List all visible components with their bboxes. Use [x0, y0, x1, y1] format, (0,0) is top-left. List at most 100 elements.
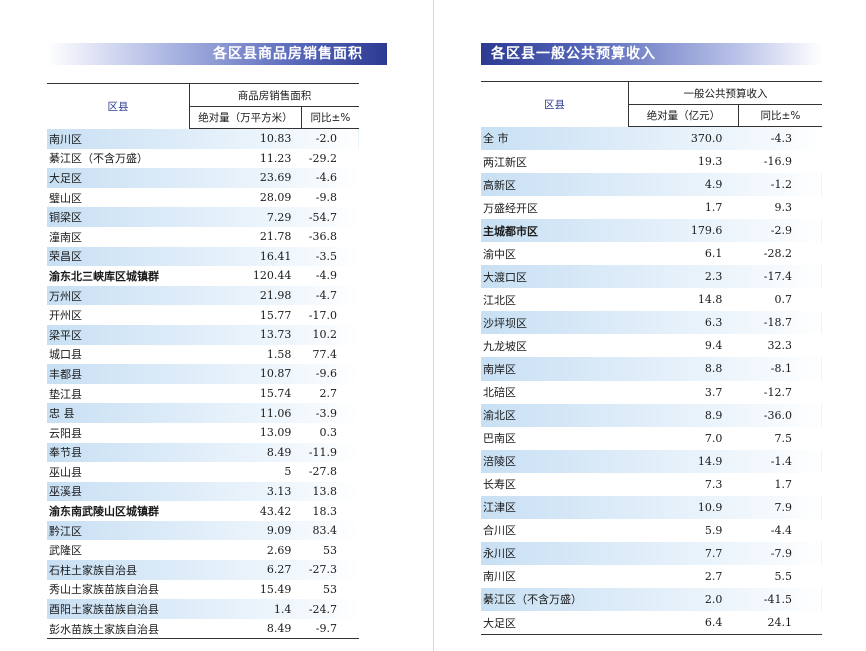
table-row: 万州区 21.98 -4.7 — [47, 285, 359, 306]
region-cell: 巫山县 — [49, 465, 82, 479]
region-cell: 忠 县 — [49, 407, 75, 421]
value-cell: 16.41 — [259, 249, 292, 263]
yoy-cell: -9.6 — [315, 367, 337, 381]
yoy-cell: -4.6 — [315, 171, 337, 185]
table-row: 巫山县 5 -27.8 — [47, 462, 359, 482]
region-cell: 高新区 — [483, 178, 516, 192]
value-cell: 15.49 — [259, 582, 292, 596]
region-cell: 丰都县 — [49, 367, 82, 381]
yoy-cell: -8.1 — [770, 362, 792, 376]
yoy-cell: -1.2 — [770, 178, 792, 192]
value-cell: 4.9 — [704, 178, 723, 192]
yoy-cell: -3.9 — [315, 406, 337, 420]
yoy-cell: -41.5 — [763, 592, 792, 606]
yoy-cell: -4.3 — [770, 132, 792, 146]
region-cell: 潼南区 — [49, 230, 82, 244]
region-cell: 主城都市区 — [483, 224, 538, 238]
yoy-cell: -18.7 — [763, 316, 792, 330]
table-row: 潼南区 21.78 -36.8 — [47, 227, 359, 247]
value-cell: 370.0 — [690, 132, 723, 146]
yoy-cell: -36.8 — [308, 230, 337, 244]
value-cell: 11.23 — [259, 151, 292, 165]
table-row: 南川区 2.7 5.5 — [481, 565, 822, 588]
region-cell: 涪陵区 — [483, 455, 516, 469]
table-row: 铜梁区 7.29 -54.7 — [47, 207, 359, 227]
region-cell: 江北区 — [483, 293, 516, 307]
table-row: 大足区 6.4 24.1 — [481, 610, 822, 636]
region-cell: 秀山土家族苗族自治县 — [49, 583, 159, 597]
value-cell: 6.3 — [704, 316, 723, 330]
yoy-cell: 32.3 — [767, 339, 793, 353]
col2-header: 同比±% — [738, 104, 822, 127]
yoy-cell: -24.7 — [308, 602, 337, 616]
table-row: 璧山区 28.09 -9.8 — [47, 188, 359, 208]
yoy-cell: 5.5 — [774, 569, 793, 583]
region-cell: 渝北区 — [483, 409, 516, 423]
yoy-cell: -1.4 — [770, 454, 792, 468]
table-row: 秀山土家族苗族自治县 15.49 53 — [47, 580, 359, 600]
value-cell: 9.4 — [704, 339, 723, 353]
table-row: 大渡口区 2.3 -17.4 — [481, 265, 822, 289]
value-cell: 19.3 — [697, 155, 723, 169]
value-cell: 13.73 — [259, 328, 292, 342]
value-cell: 10.83 — [259, 132, 292, 146]
yoy-cell: 1.7 — [774, 477, 793, 491]
table-row: 渝东南武陵山区城镇群 43.42 18.3 — [47, 501, 359, 521]
value-cell: 3.7 — [704, 385, 723, 399]
table-row: 石柱土家族自治县 6.27 -27.3 — [47, 560, 359, 580]
value-cell: 7.29 — [266, 210, 292, 224]
yoy-cell: 0.7 — [774, 293, 793, 307]
value-cell: 2.0 — [704, 592, 723, 606]
region-cell: 永川区 — [483, 547, 516, 561]
yoy-cell: -12.7 — [763, 385, 792, 399]
yoy-cell: -7.9 — [770, 546, 792, 560]
table-row: 綦江区（不含万盛） 2.0 -41.5 — [481, 587, 822, 611]
region-header: 区县 — [47, 83, 190, 129]
value-cell: 7.0 — [704, 431, 723, 445]
region-cell: 渝中区 — [483, 247, 516, 261]
yoy-cell: -16.9 — [763, 155, 792, 169]
region-cell: 江津区 — [483, 501, 516, 515]
value-cell: 10.87 — [259, 367, 292, 381]
value-cell: 9.09 — [266, 524, 292, 538]
value-cell: 11.06 — [259, 406, 292, 420]
region-cell: 奉节县 — [49, 446, 82, 460]
value-cell: 2.3 — [704, 270, 723, 284]
value-cell: 7.7 — [704, 546, 723, 560]
table-row: 高新区 4.9 -1.2 — [481, 173, 822, 197]
table-row: 巫溪县 3.13 13.8 — [47, 481, 359, 502]
table-row: 南川区 10.83 -2.0 — [47, 128, 359, 149]
region-cell: 彭水苗族土家族自治县 — [47, 618, 190, 640]
region-cell: 渝东南武陵山区城镇群 — [49, 505, 159, 519]
yoy-cell: -54.7 — [308, 210, 337, 224]
yoy-cell: -2.0 — [315, 132, 337, 146]
region-cell: 云阳县 — [49, 426, 82, 440]
table-row: 江津区 10.9 7.9 — [481, 495, 822, 519]
yoy-cell: -27.8 — [308, 465, 337, 479]
yoy-cell: -4.7 — [315, 289, 337, 303]
table-row: 丰都县 10.87 -9.6 — [47, 364, 359, 384]
region-cell: 黔江区 — [49, 524, 82, 538]
yoy-cell: -4.4 — [770, 523, 792, 537]
value-cell: 3.13 — [266, 484, 292, 498]
yoy-cell: -36.0 — [763, 408, 792, 422]
table-row: 城口县 1.58 77.4 — [47, 345, 359, 365]
yoy-cell: -9.7 — [301, 618, 359, 640]
value-cell: 179.6 — [690, 224, 723, 238]
value-cell: 14.9 — [697, 454, 723, 468]
yoy-cell: 7.9 — [774, 500, 793, 514]
table-row: 永川区 7.7 -7.9 — [481, 541, 822, 565]
region-cell: 全 市 — [483, 132, 509, 146]
region-cell: 南川区 — [49, 132, 82, 146]
right-title: 各区县一般公共预算收入 — [481, 43, 822, 65]
left-table-body: 南川区 10.83 -2.0 綦江区（不含万盛） 11.23 -29.2 大足区 23.69 -… — [47, 128, 359, 640]
table-row: 沙坪坝区 6.3 -18.7 — [481, 311, 822, 335]
region-cell: 南岸区 — [483, 362, 516, 376]
left-title: 各区县商品房销售面积 — [47, 43, 387, 65]
region-cell: 大渡口区 — [483, 270, 527, 284]
value-cell: 8.49 — [189, 618, 302, 640]
region-cell: 城口县 — [49, 348, 82, 362]
right-table-body: 全 市 370.0 -4.3 两江新区 19.3 -16.9 高新区 4.9 -1.2 万盛经开区… — [481, 126, 822, 636]
value-cell: 15.74 — [259, 387, 292, 401]
col2-header: 同比±% — [301, 106, 359, 129]
